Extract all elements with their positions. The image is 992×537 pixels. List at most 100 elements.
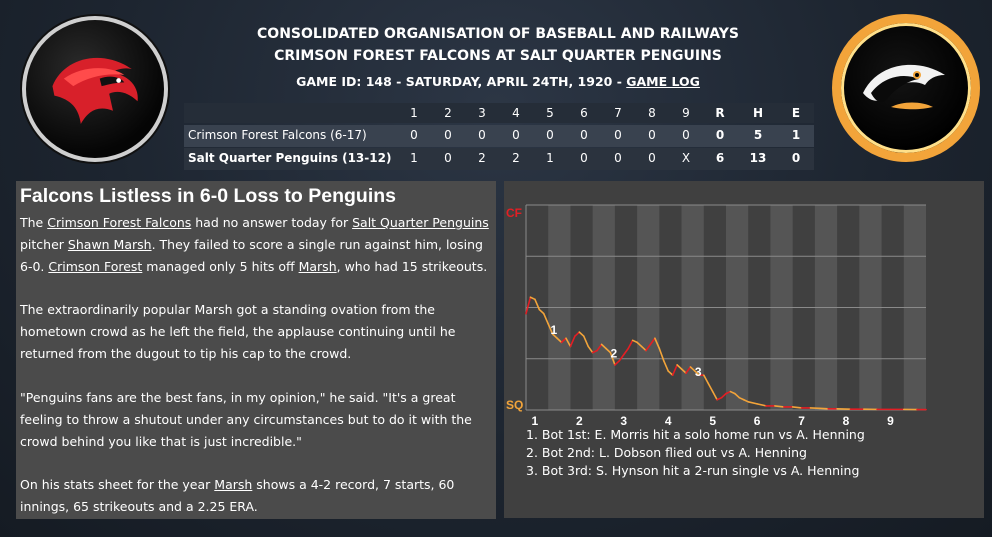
- header-inning-7: 7: [614, 106, 622, 120]
- home-inning-1: 1: [410, 151, 418, 165]
- header-inning-9: 9: [682, 106, 690, 120]
- home-inning-4: 2: [512, 151, 520, 165]
- wp-line-segment: [547, 323, 554, 335]
- home-hits: 13: [749, 151, 767, 165]
- wp-line-segment: [587, 345, 594, 354]
- linescore-home-row: Salt Quarter Penguins (13-12) 1 0 2 2 1 0 0 0 X 6…: [184, 148, 814, 170]
- home-inning-5: 1: [546, 151, 554, 165]
- home-runs: 6: [715, 151, 725, 165]
- article-paragraph-2: The extraordinarily popular Marsh got a …: [20, 302, 456, 361]
- article-text: The: [20, 215, 48, 230]
- linescore-header-row: 1 2 3 4 5 6 7 8 9 R H E: [184, 103, 814, 123]
- wp-line-segment: [667, 370, 674, 376]
- article-link[interactable]: Shawn Marsh: [67, 237, 152, 252]
- wp-line-segment: [689, 366, 696, 372]
- wp-line-segment: [596, 343, 603, 352]
- header-inning-8: 8: [648, 106, 656, 120]
- header-inning-1: 1: [410, 106, 418, 120]
- chart-top-label: CF: [506, 206, 522, 220]
- wp-line-segment: [600, 343, 607, 350]
- header-inning-2: 2: [444, 106, 452, 120]
- wp-line-segment: [614, 360, 621, 366]
- article-text: had no answer today for: [191, 215, 353, 230]
- away-inning-7: 0: [614, 128, 622, 142]
- x-tick-label: 5: [709, 414, 716, 428]
- wp-line-segment: [627, 339, 634, 350]
- x-tick-label: 8: [843, 414, 850, 428]
- wp-line-segment: [685, 366, 692, 374]
- wp-line-segment: [729, 390, 736, 395]
- matchup-title: CRIMSON FOREST FALCONS AT SALT QUARTER P…: [274, 48, 722, 64]
- wp-line-segment: [534, 298, 541, 311]
- article-text: . They failed to score a single run agai…: [20, 237, 483, 274]
- article-text: shows a 4-2 record, 7 starts, 60 innings…: [20, 477, 455, 514]
- wp-line-segment: [671, 364, 678, 376]
- article-paragraph-4: On his stats sheet for the year Marsh sh…: [20, 474, 492, 518]
- wp-line-segment: [662, 360, 670, 372]
- wp-line-segment: [556, 337, 563, 344]
- header-inning-4: 4: [512, 106, 520, 120]
- away-inning-4: 0: [512, 128, 520, 142]
- linescore-away-row: Crimson Forest Falcons (6-17) 0 0 0 0 0 0 0 0 0 0…: [184, 125, 814, 147]
- away-team-name[interactable]: Crimson Forest Falcons (6-17): [188, 128, 367, 142]
- article-paragraph-3: "Penguins fans are the best fans, in my …: [20, 390, 472, 449]
- wp-line-segment: [631, 339, 638, 344]
- header-hits: H: [752, 106, 764, 120]
- wp-line-segment: [734, 392, 741, 399]
- header-inning-5: 5: [546, 106, 554, 120]
- wp-line-segment: [645, 343, 652, 352]
- wp-line-segment: [618, 353, 625, 362]
- wp-line-segment: [591, 349, 598, 354]
- wp-line-segment: [694, 370, 701, 376]
- win-probability-svg: CF SQ 1 2 3 4 5 6 7 8 9 1 2 3: [506, 204, 927, 428]
- header-errors: E: [791, 106, 801, 120]
- game-log-link[interactable]: GAME LOG: [626, 74, 700, 89]
- article-text: On his stats sheet for the year: [20, 477, 215, 492]
- game-info-text: GAME ID: 148 - SATURDAY, APRIL 24TH, 192…: [296, 74, 622, 89]
- away-runs: 0: [715, 128, 725, 142]
- wp-line-segment: [622, 347, 630, 356]
- article-link[interactable]: Crimson Forest: [48, 259, 143, 274]
- wp-line-segment: [609, 351, 616, 366]
- wp-line-segment: [529, 296, 536, 301]
- wp-line-segment: [538, 308, 545, 315]
- away-inning-6: 0: [580, 128, 588, 142]
- away-hits: 5: [753, 128, 763, 142]
- wp-line-segment: [742, 398, 750, 403]
- wp-line-segment: [654, 337, 661, 350]
- wp-line-segment: [658, 347, 665, 362]
- home-team-name[interactable]: Salt Quarter Penguins (13-12): [188, 151, 392, 165]
- play-note-2: 2. Bot 2nd: L. Dobson flied out vs A. He…: [526, 445, 807, 460]
- home-inning-6: 0: [580, 151, 588, 165]
- linescore-table: 1 2 3 4 5 6 7 8 9 R H E Crimson Forest Falcons (6-1…: [184, 101, 814, 171]
- game-recap-article: Falcons Listless in 6-0 Loss to Penguins…: [16, 181, 496, 519]
- wp-line-segment: [636, 341, 643, 348]
- x-tick-label: 6: [754, 414, 761, 428]
- wp-line-segment: [711, 390, 718, 401]
- wp-line-segment: [791, 406, 803, 409]
- home-inning-3: 2: [478, 151, 486, 165]
- wp-line-segment: [582, 335, 590, 348]
- article-title: Falcons Listless in 6-0 Loss to Penguins: [20, 185, 397, 207]
- wp-line-segment: [560, 337, 567, 344]
- wp-line-segment: [720, 392, 727, 399]
- article-link[interactable]: Crimson Forest Falcons: [47, 215, 192, 230]
- x-tick-label: 2: [576, 414, 583, 428]
- wp-line-segment: [525, 296, 532, 315]
- article-link[interactable]: Marsh: [298, 259, 337, 274]
- wp-line-segment: [707, 382, 714, 393]
- article-link[interactable]: Salt Quarter Penguins: [352, 215, 489, 230]
- wp-annotation: 2: [610, 347, 617, 361]
- wp-line-segment: [542, 312, 550, 325]
- x-tick-label: 7: [798, 414, 805, 428]
- article-paragraph-1: The Crimson Forest Falcons had no answer…: [20, 212, 492, 278]
- article-link[interactable]: Marsh: [214, 477, 253, 492]
- away-inning-9: 0: [682, 128, 690, 142]
- play-note-1: 1. Bot 1st: E. Morris hit a solo home ru…: [526, 427, 865, 442]
- away-inning-5: 0: [546, 128, 554, 142]
- wp-annotation: 1: [550, 323, 557, 337]
- game-info: GAME ID: 148 - SATURDAY, APRIL 24TH, 192…: [200, 74, 796, 89]
- penguin-logo: [832, 14, 980, 162]
- home-inning-8: 0: [648, 151, 656, 165]
- wp-line-segment: [640, 345, 647, 352]
